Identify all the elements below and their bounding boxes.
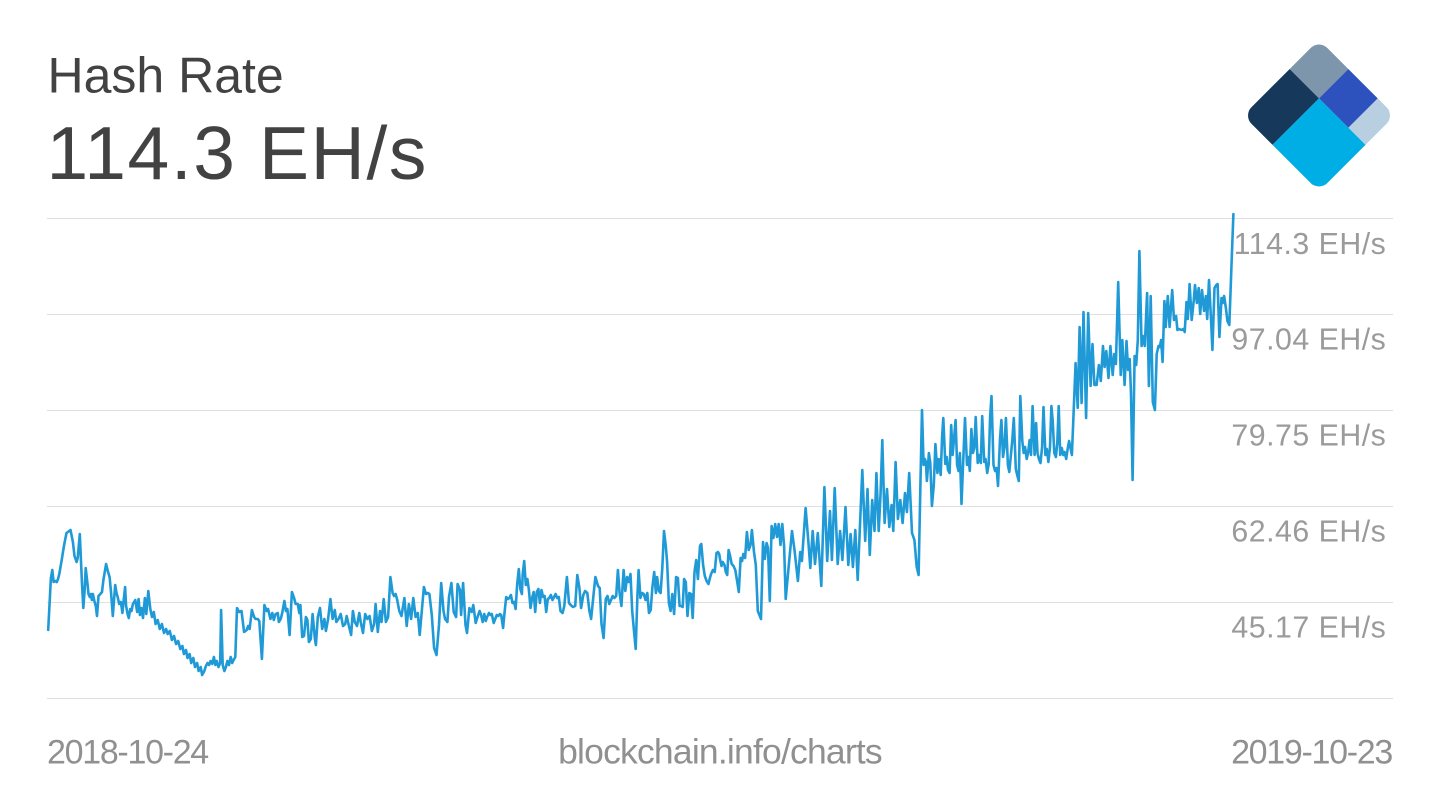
svg-text:62.46 EH/s: 62.46 EH/s — [1231, 515, 1386, 548]
svg-text:114.3 EH/s: 114.3 EH/s — [47, 111, 428, 195]
svg-text:114.3 EH/s: 114.3 EH/s — [1234, 228, 1387, 261]
svg-text:97.04 EH/s: 97.04 EH/s — [1231, 324, 1386, 357]
svg-text:45.17 EH/s: 45.17 EH/s — [1231, 611, 1386, 644]
svg-text:79.75 EH/s: 79.75 EH/s — [1231, 420, 1386, 453]
svg-text:blockchain.info/charts: blockchain.info/charts — [558, 732, 882, 772]
svg-text:2019-10-23: 2019-10-23 — [1231, 734, 1392, 772]
svg-text:Hash Rate: Hash Rate — [48, 48, 284, 104]
svg-text:2018-10-24: 2018-10-24 — [47, 734, 208, 772]
